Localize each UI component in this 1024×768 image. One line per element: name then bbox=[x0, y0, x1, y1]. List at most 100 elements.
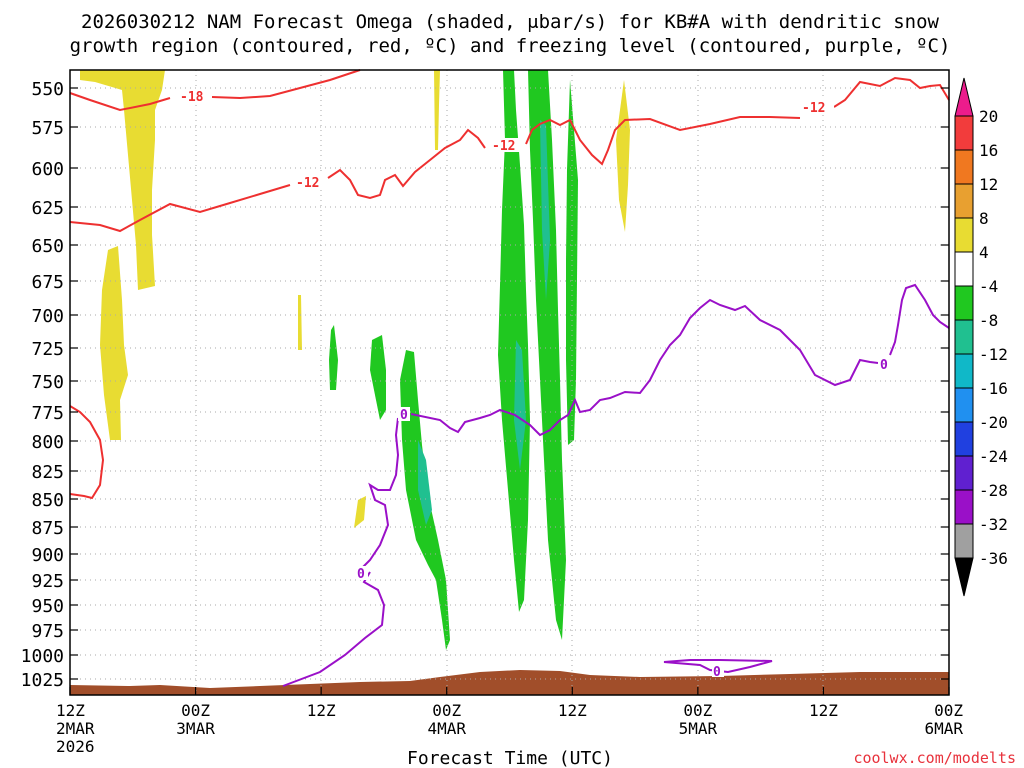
colorbar-swatch bbox=[954, 319, 974, 355]
colorbar-label: 20 bbox=[979, 107, 998, 126]
contour-label-bg-4 bbox=[800, 100, 834, 114]
omega-yellow-6 bbox=[616, 80, 630, 232]
x-tick-date: 2MAR bbox=[56, 719, 95, 738]
y-tick-label: 775 bbox=[31, 403, 64, 424]
colorbar-label: -28 bbox=[979, 481, 1008, 500]
contour-label-minus12-c: -12 bbox=[802, 101, 825, 116]
omega-yellow-1 bbox=[80, 70, 165, 290]
colorbar-label: 12 bbox=[979, 175, 998, 194]
contour-label-bg-6 bbox=[356, 566, 368, 580]
x-tick-label: 00Z bbox=[683, 701, 712, 720]
y-tick-label: 625 bbox=[31, 198, 64, 219]
x-tick-label: 00Z bbox=[181, 701, 210, 720]
contour-label-bg-1 bbox=[177, 89, 211, 103]
colorbar-label: -32 bbox=[979, 515, 1008, 534]
y-tick-label: 925 bbox=[31, 571, 64, 592]
colorbar: 20 16 12 8 4 -4 -8 -12 -16 -20 -24 -28 -32 -36 bbox=[954, 77, 1008, 597]
x-axis-title: Forecast Time (UTC) bbox=[407, 748, 613, 768]
contour-label-bg-3 bbox=[488, 138, 524, 152]
watermark: coolwx.com/modelts bbox=[853, 749, 1016, 767]
colorbar-swatch bbox=[954, 489, 974, 525]
omega-green-5 bbox=[370, 335, 386, 420]
colorbar-swatch bbox=[954, 183, 974, 219]
colorbar-label: -24 bbox=[979, 447, 1008, 466]
y-tick-label: 675 bbox=[31, 272, 64, 293]
colorbar-swatch bbox=[954, 523, 974, 559]
plot-frame bbox=[69, 69, 950, 696]
x-tick-label: 00Z bbox=[432, 701, 461, 720]
omega-yellow-4 bbox=[298, 295, 302, 350]
contour-label-0-d: 0 bbox=[713, 665, 721, 680]
gridlines bbox=[70, 70, 949, 695]
colorbar-label: -8 bbox=[979, 311, 998, 330]
colorbar-swatch bbox=[954, 251, 974, 287]
x-tick-date: 5MAR bbox=[679, 719, 718, 738]
colorbar-swatch bbox=[954, 115, 974, 151]
y-tick-label: 900 bbox=[31, 545, 64, 566]
freezing-contour-small bbox=[663, 659, 773, 674]
contour-label-bg-7 bbox=[878, 356, 890, 370]
freezing-contour-main bbox=[282, 283, 950, 687]
contour-label-0-c: 0 bbox=[880, 358, 888, 373]
omega-yellow-3 bbox=[434, 70, 440, 150]
y-tick-label: 550 bbox=[31, 79, 64, 100]
contour-label-minus12-a: -12 bbox=[296, 176, 319, 191]
y-tick-label: 825 bbox=[31, 462, 64, 483]
x-tick-date: 4MAR bbox=[427, 719, 466, 738]
y-tick-label: 1025 bbox=[21, 670, 64, 691]
y-tick-label: 650 bbox=[31, 236, 64, 257]
y-tick-label: 850 bbox=[31, 490, 64, 511]
omega-yellow-5 bbox=[354, 496, 366, 528]
omega-teal-3 bbox=[418, 440, 432, 525]
colorbar-label: -4 bbox=[979, 277, 998, 296]
chart-title-line2: growth region (contoured, red, ºC) and f… bbox=[70, 35, 951, 57]
colorbar-label: 4 bbox=[979, 243, 989, 262]
omega-teal-1 bbox=[514, 340, 526, 470]
contour-label-bg-2 bbox=[292, 175, 326, 189]
omega-teal-2 bbox=[540, 120, 550, 300]
x-tick-label: 12Z bbox=[56, 701, 85, 720]
colorbar-label: -36 bbox=[979, 549, 1008, 568]
dgz-contour-minus12-upper bbox=[69, 76, 950, 233]
y-tick-label: 975 bbox=[31, 621, 64, 642]
x-tick-date: 3MAR bbox=[176, 719, 215, 738]
x-tick-date: 6MAR bbox=[924, 719, 963, 738]
contour-label-0-a: 0 bbox=[400, 408, 408, 423]
colorbar-swatch bbox=[954, 149, 974, 185]
colorbar-label: -12 bbox=[979, 345, 1008, 364]
freezing-contours bbox=[282, 283, 950, 687]
colorbar-label: -16 bbox=[979, 379, 1008, 398]
dgz-contour-minus12-lower bbox=[69, 405, 105, 500]
omega-green-2 bbox=[528, 70, 566, 640]
contour-label-minus18: -18 bbox=[180, 90, 204, 105]
terrain bbox=[70, 670, 949, 695]
colorbar-swatch bbox=[954, 421, 974, 457]
dgz-contours bbox=[69, 69, 950, 500]
contour-label-bg-5 bbox=[398, 407, 410, 421]
x-tick-label: 12Z bbox=[558, 701, 587, 720]
y-tick-label: 725 bbox=[31, 339, 64, 360]
omega-green-3 bbox=[566, 80, 578, 445]
chart-title-line1: 2026030212 NAM Forecast Omega (shaded, μ… bbox=[81, 11, 939, 33]
colorbar-swatch bbox=[954, 455, 974, 491]
y-tick-label: 950 bbox=[31, 596, 64, 617]
omega-green-6 bbox=[329, 325, 338, 390]
colorbar-label: 8 bbox=[979, 209, 989, 228]
dgz-contour-minus18 bbox=[69, 69, 361, 112]
y-tick-label: 575 bbox=[31, 118, 64, 139]
x-tick-label: 00Z bbox=[934, 701, 963, 720]
contour-label-minus12-b: -12 bbox=[492, 139, 515, 154]
x-tick-year: 2026 bbox=[56, 737, 95, 756]
colorbar-label: -20 bbox=[979, 413, 1008, 432]
y-tick-label: 600 bbox=[31, 159, 64, 180]
omega-green-1 bbox=[498, 70, 530, 612]
y-tick-label: 1000 bbox=[21, 646, 64, 667]
contour-label-bg-8 bbox=[712, 663, 724, 677]
colorbar-cap-top bbox=[954, 77, 974, 117]
omega-yellow-2 bbox=[100, 246, 128, 440]
colorbar-swatch bbox=[954, 387, 974, 423]
colorbar-swatch bbox=[954, 285, 974, 321]
x-tick-label: 12Z bbox=[307, 701, 336, 720]
x-tick-label: 12Z bbox=[809, 701, 838, 720]
